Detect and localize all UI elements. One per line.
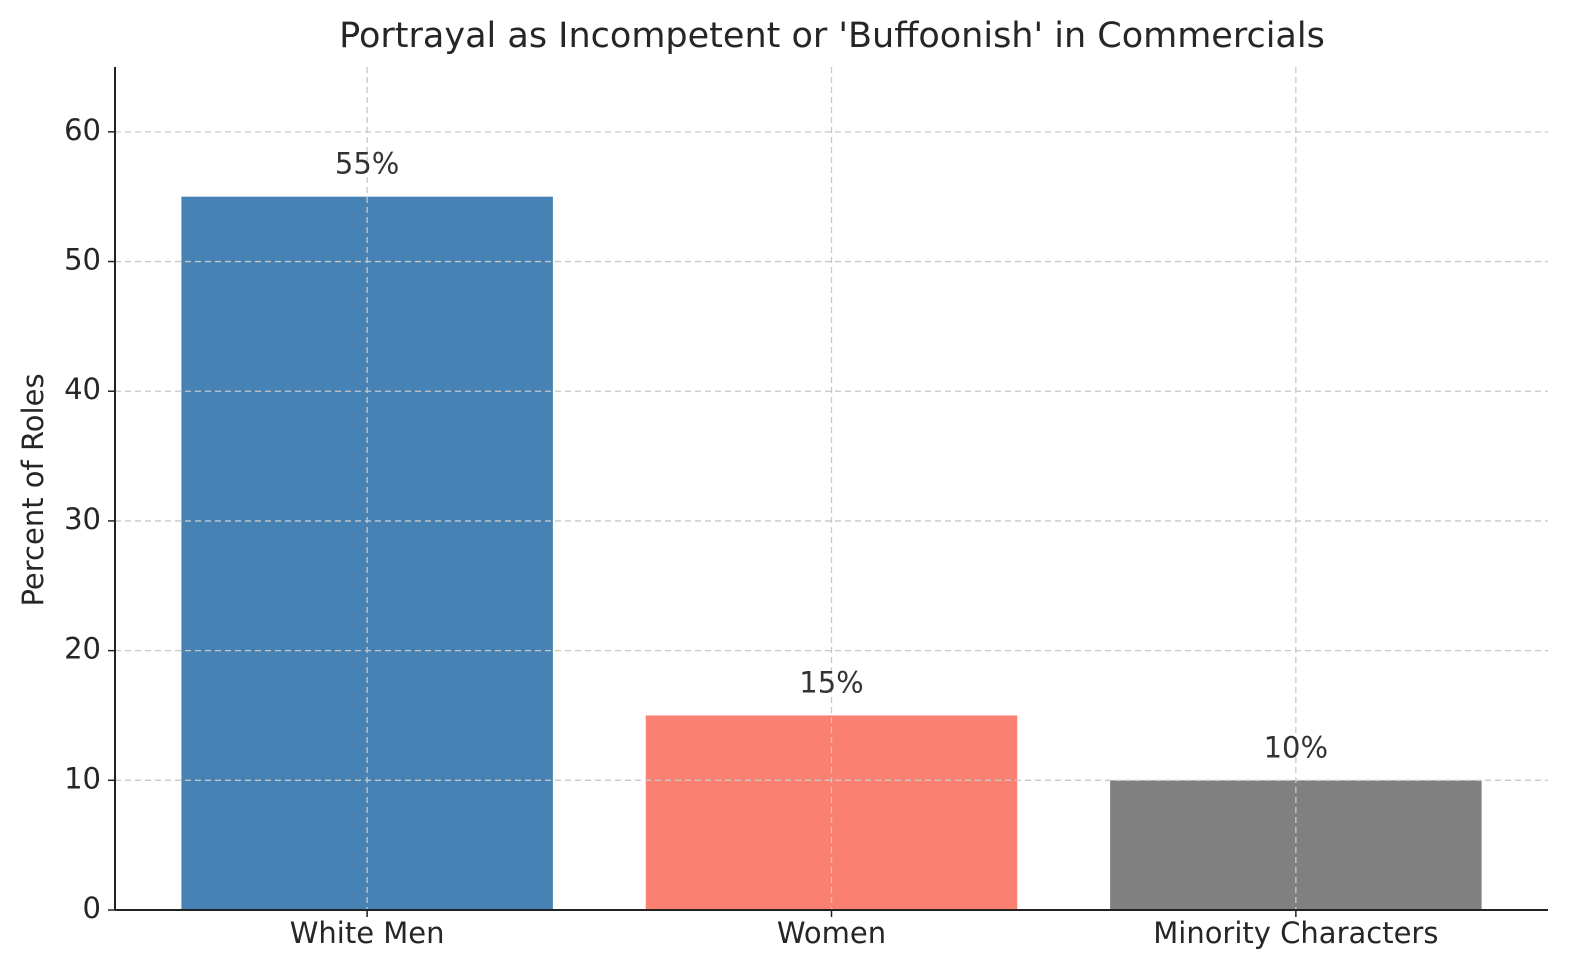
y-tick-label: 50 xyxy=(64,243,101,277)
x-tick-label: Minority Characters xyxy=(1153,916,1438,950)
value-label: 10% xyxy=(1264,730,1328,764)
y-tick-label: 20 xyxy=(64,632,101,666)
chart-title: Portrayal as Incompetent or 'Buffoonish'… xyxy=(339,16,1325,56)
bar xyxy=(181,196,553,910)
y-tick-label: 0 xyxy=(83,891,101,925)
value-label: 55% xyxy=(335,147,399,181)
y-axis-label: Percent of Roles xyxy=(16,373,50,606)
x-tick-label: Women xyxy=(777,916,886,950)
y-tick-label: 40 xyxy=(64,372,101,406)
x-tick-label: White Men xyxy=(290,916,445,950)
value-label: 15% xyxy=(799,665,863,699)
y-tick-label: 10 xyxy=(64,761,101,795)
y-tick-label: 60 xyxy=(64,113,101,147)
y-tick-label: 30 xyxy=(64,502,101,536)
